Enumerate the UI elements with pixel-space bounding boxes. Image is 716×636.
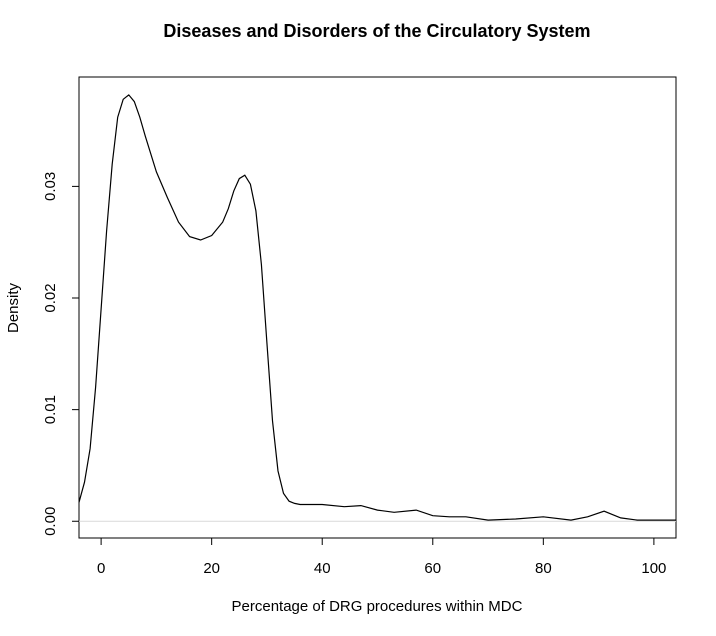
y-axis: 0.00 0.01 0.02 0.03 [42, 172, 79, 536]
x-axis: 0 20 40 60 80 100 [97, 538, 666, 577]
density-line [78, 94, 676, 521]
y-axis-label: Density [5, 282, 22, 333]
chart-title: Diseases and Disorders of the Circulator… [163, 21, 590, 41]
y-tick-label: 0.02 [42, 283, 59, 312]
x-tick-label: 100 [641, 560, 666, 577]
x-tick-label: 40 [314, 560, 331, 577]
x-tick-label: 80 [535, 560, 552, 577]
y-tick-label: 0.00 [42, 507, 59, 536]
x-tick-label: 0 [97, 560, 105, 577]
y-tick-label: 0.03 [42, 172, 59, 201]
x-tick-label: 60 [424, 560, 441, 577]
plot-frame [78, 76, 677, 539]
x-axis-label: Percentage of DRG procedures within MDC [232, 598, 523, 615]
y-tick-label: 0.01 [42, 395, 59, 424]
x-tick-label: 20 [203, 560, 220, 577]
